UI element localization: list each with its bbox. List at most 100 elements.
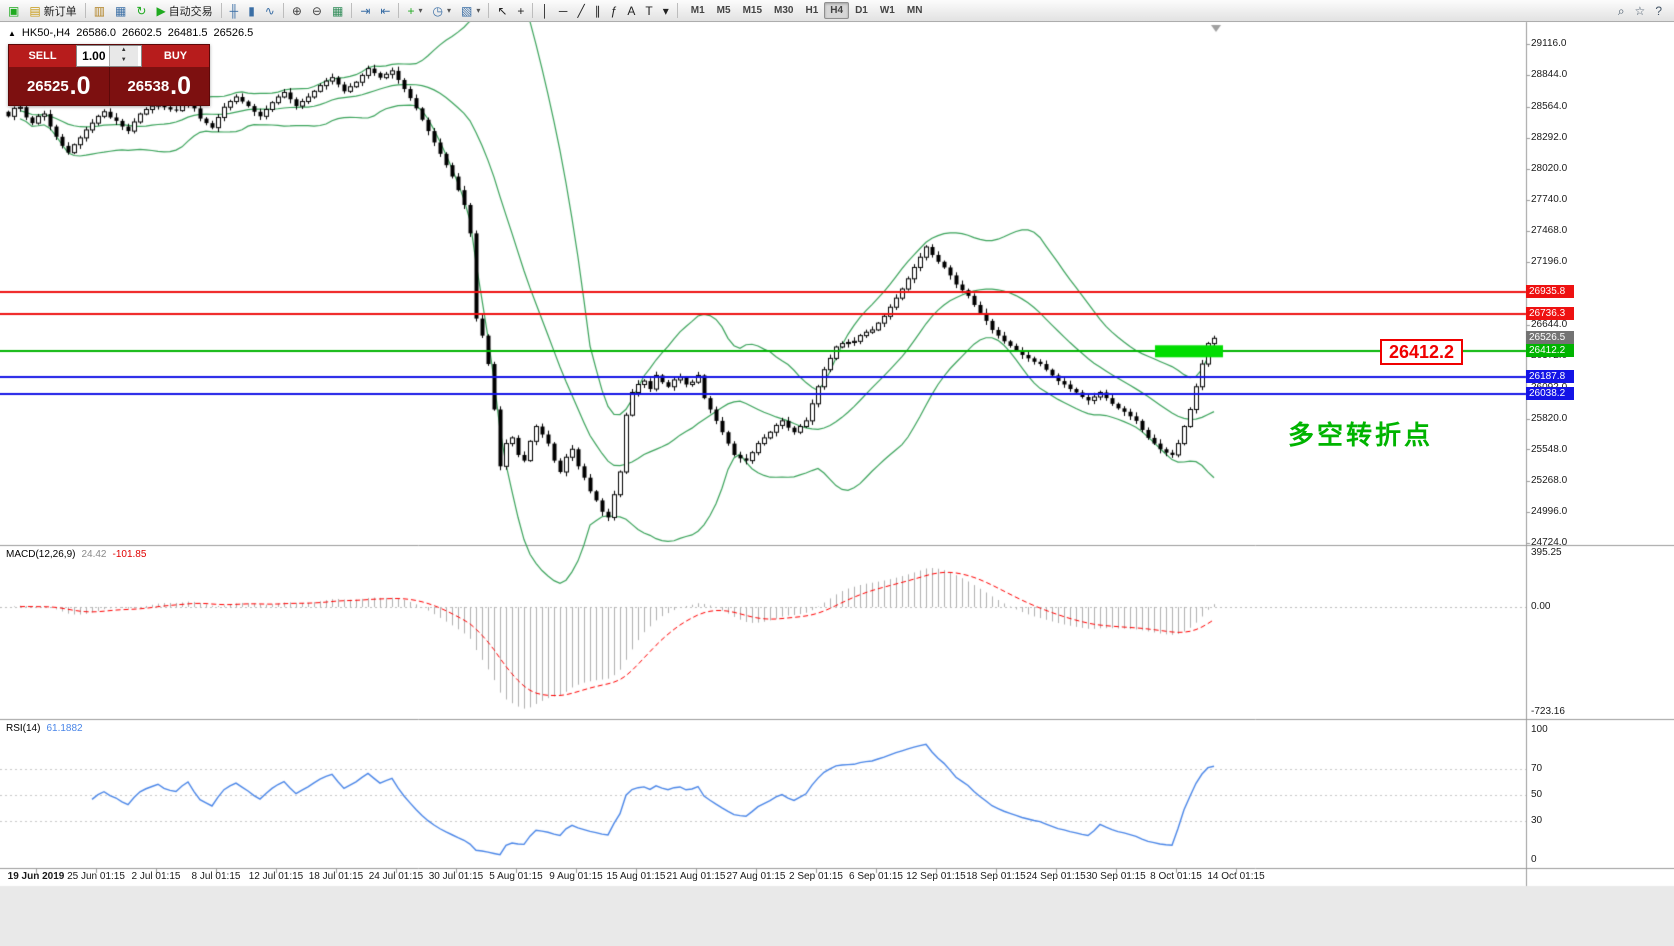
macd-main-value: 24.42	[81, 549, 107, 560]
help-icon-glyph: ?	[1655, 3, 1662, 18]
toolbar-separator	[398, 3, 400, 18]
text-tool-glyph: A	[627, 3, 636, 18]
search-icon-glyph: ⌕	[1617, 3, 1625, 18]
toolbar-separator	[488, 3, 490, 18]
rsi-header: RSI(14) 61.1882	[6, 723, 83, 734]
chart-shift-icon-glyph: ⇤	[380, 3, 391, 18]
candlestick-chart-icon[interactable]: ▮	[243, 1, 260, 21]
new-order-button[interactable]: ▤ 新订单	[24, 1, 81, 21]
bar-chart-icon-glyph: ╫	[229, 3, 239, 18]
price-level-label[interactable]: 26412.2	[1380, 339, 1464, 365]
indicators-button[interactable]: + ▾	[402, 1, 427, 21]
macd-header: MACD(12,26,9) 24.42 -101.85	[6, 549, 146, 560]
chart-shift-icon[interactable]: ⇤	[375, 1, 395, 21]
line-chart-icon[interactable]: ∿	[260, 1, 280, 21]
navigator-refresh-icon-glyph: ↻	[136, 3, 147, 18]
data-window-icon[interactable]: ▦	[110, 1, 131, 21]
crosshair-tool[interactable]: +	[512, 1, 529, 21]
timeframe-d1[interactable]: D1	[855, 5, 868, 16]
volume-stepper[interactable]: 1.00 ▲ ▼	[76, 45, 142, 67]
templates-button[interactable]: ▧ ▾	[456, 1, 485, 21]
timeframe-m5[interactable]: M5	[716, 5, 731, 16]
channel-tool[interactable]: ∥	[590, 1, 606, 21]
zoom-in-icon[interactable]: ⊕	[287, 1, 307, 21]
tile-windows-icon-glyph: ▦	[331, 3, 344, 18]
sell-price-frac: .0	[69, 71, 91, 100]
shapes-button[interactable]: ▾	[658, 1, 674, 21]
label-tool-glyph: T	[645, 3, 653, 18]
timeframe-m30[interactable]: M30	[774, 5, 794, 16]
market-watch-icon[interactable]: ▥	[89, 1, 110, 21]
auto-trading-button-glyph: ▶	[156, 3, 166, 18]
macd-signal-value: -101.85	[112, 549, 147, 560]
new-order-button-label: 新订单	[43, 5, 77, 18]
trendline-tool[interactable]: ╱	[572, 1, 589, 21]
volume-up-icon[interactable]: ▲	[109, 46, 138, 56]
volume-down-icon[interactable]: ▼	[109, 56, 138, 66]
timeframe-group: M1 M5 M15 M30 H1 H4 D1 W1 MN	[685, 2, 929, 19]
horizontal-line-tool[interactable]: ─	[554, 1, 573, 21]
turning-point-text: 多空转折点	[1288, 420, 1434, 450]
rsi-value: 61.1882	[46, 723, 83, 734]
dropdown-caret-icon: ▾	[418, 6, 423, 15]
ohlc-close: 26526.5	[213, 27, 254, 39]
volume-value: 1.00	[82, 49, 106, 63]
sell-button[interactable]: SELL	[9, 45, 76, 67]
macd-label: MACD(12,26,9)	[6, 549, 76, 560]
fibonacci-tool-glyph: ƒ	[610, 3, 618, 18]
price-divider	[108, 67, 110, 105]
line-chart-icon-glyph: ∿	[264, 3, 275, 18]
cursor-tool[interactable]: ↖	[492, 1, 512, 21]
sell-price-button[interactable]: 26525 .0	[9, 67, 109, 105]
volume-spinner[interactable]: ▲ ▼	[108, 46, 142, 66]
label-tool[interactable]: T	[640, 1, 657, 21]
buy-price-button[interactable]: 26538 .0	[110, 67, 210, 105]
text-tool[interactable]: A	[622, 1, 640, 21]
periods-button[interactable]: ◷ ▾	[427, 1, 456, 21]
favorites-icon[interactable]: ☆	[1630, 1, 1651, 21]
timeframe-mn[interactable]: MN	[906, 5, 923, 16]
vertical-line-tool[interactable]: │	[536, 1, 554, 21]
collapse-triangle-icon: ▲	[8, 28, 16, 38]
crosshair-tool-glyph: +	[517, 3, 525, 18]
fibonacci-tool[interactable]: ƒ	[606, 1, 623, 21]
tile-windows-icon[interactable]: ▦	[327, 1, 348, 21]
app-icon[interactable]: ▣	[3, 1, 24, 21]
help-icon[interactable]: ?	[1650, 1, 1667, 21]
navigator-refresh-icon[interactable]: ↻	[131, 1, 151, 21]
zoom-out-icon-glyph: ⊖	[311, 3, 322, 18]
channel-tool-glyph: ∥	[594, 3, 601, 18]
toolbar-separator	[676, 3, 678, 18]
toolbar-right-group: ⌕ ☆?	[1613, 1, 1667, 21]
timeframe-h1[interactable]: H1	[805, 5, 819, 16]
toolbar: ▣ ▤ 新订单 ▥ ▦ ↻ ▶ 自动交易 ╫ ▮ ∿ ⊕ ⊖ ▦ ⇥ ⇤ + ▾ ◷ ▾ ▧ ▾ ↖ + │ ─ ╱ ∥ ƒ A T ▾ M1 M…	[0, 0, 1674, 22]
market-watch-icon-glyph: ▥	[93, 3, 106, 18]
auto-scroll-icon-glyph: ⇥	[360, 3, 371, 18]
dropdown-caret-icon: ▾	[476, 6, 481, 15]
timeframe-m1[interactable]: M1	[690, 5, 705, 16]
auto-trading-button-label: 自动交易	[168, 5, 213, 18]
candlestick-chart-icon-glyph: ▮	[248, 3, 255, 18]
search-icon[interactable]: ⌕	[1613, 1, 1630, 21]
ohlc-high: 26602.5	[121, 27, 162, 39]
ohlc-open: 26586.0	[76, 27, 116, 39]
timeframe-h4[interactable]: H4	[824, 2, 850, 19]
trendline-tool-glyph: ╱	[577, 3, 585, 18]
indicators-button-glyph: +	[407, 3, 415, 18]
cursor-tool-glyph: ↖	[497, 3, 508, 18]
auto-scroll-icon[interactable]: ⇥	[355, 1, 375, 21]
zoom-out-icon[interactable]: ⊖	[307, 1, 327, 21]
auto-trading-button[interactable]: ▶ 自动交易	[151, 1, 217, 21]
buy-button[interactable]: BUY	[142, 45, 209, 67]
data-window-icon-glyph: ▦	[115, 3, 127, 18]
chart-title: ▲ HK50-,H4 26586.0 26602.5 26481.5 26526…	[8, 27, 253, 39]
zoom-in-icon-glyph: ⊕	[291, 3, 302, 18]
bar-chart-icon[interactable]: ╫	[225, 1, 244, 21]
shapes-button-glyph: ▾	[662, 3, 669, 18]
timeframe-w1[interactable]: W1	[879, 5, 895, 16]
timeframe-m15[interactable]: M15	[742, 5, 763, 16]
favorites-icon-glyph: ☆	[1634, 3, 1646, 18]
toolbar-separator	[84, 3, 86, 18]
periods-button-glyph: ◷	[432, 3, 443, 18]
